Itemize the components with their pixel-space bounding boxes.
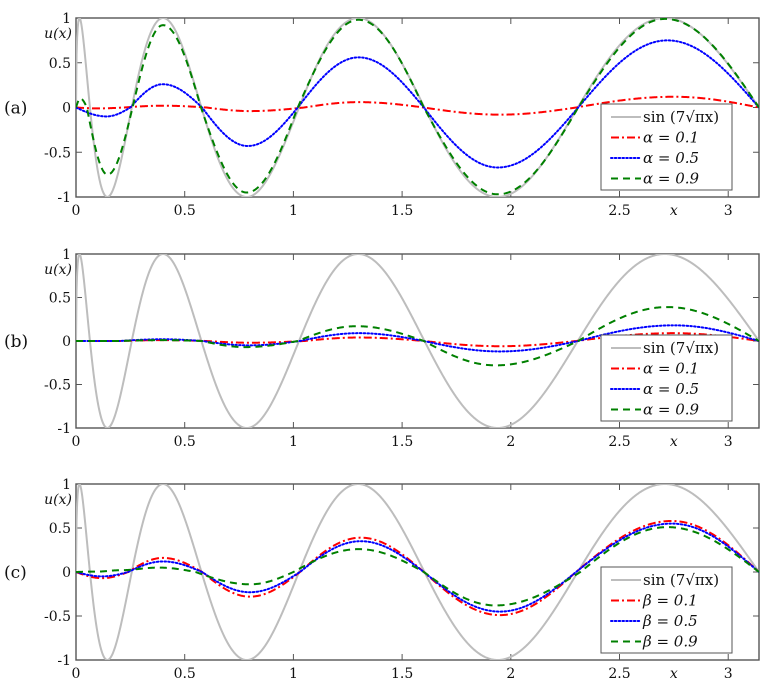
y-tick-label: 0 bbox=[62, 101, 71, 117]
y-tick-label: 1 bbox=[62, 477, 71, 493]
x-tick-label: 2.5 bbox=[608, 666, 630, 682]
reference-sine-line bbox=[76, 254, 759, 428]
x-tick-label: 0 bbox=[72, 434, 81, 450]
y-tick-label: -0.5 bbox=[44, 145, 71, 161]
x-tick-label: 0.5 bbox=[174, 666, 196, 682]
series-line-3 bbox=[76, 306, 759, 367]
plot-area bbox=[76, 254, 759, 428]
x-tick-label: 2 bbox=[506, 203, 515, 219]
legend-box bbox=[600, 103, 733, 191]
panel-label: (b) bbox=[4, 332, 28, 352]
legend: sin (7√πx) β = 0.1 β = 0.5 β = 0.9 bbox=[600, 566, 733, 654]
legend-label: α = 0.9 bbox=[643, 401, 700, 419]
x-tick-label: 3 bbox=[724, 666, 733, 682]
x-axis-label: x bbox=[670, 203, 678, 219]
panel-c: 0 0.5 1 1.5 2 2.5 3 -1 -0.5 0 0.5 1 x u(x) (c) sin (7√π… bbox=[4, 477, 760, 682]
x-axis-label: x bbox=[670, 434, 678, 450]
plot-area bbox=[76, 484, 759, 660]
y-tick-label: -1 bbox=[57, 190, 71, 206]
legend-label: α = 0.1 bbox=[643, 129, 699, 147]
x-tick-label: 0.5 bbox=[174, 434, 196, 450]
x-axis-label: x bbox=[670, 666, 678, 682]
x-tick-label: 3 bbox=[724, 434, 733, 450]
x-tick-label: 2.5 bbox=[608, 434, 630, 450]
series-line-2 bbox=[76, 39, 759, 169]
x-tick-label: 2 bbox=[506, 666, 515, 682]
y-tick-label: 0.5 bbox=[49, 521, 71, 537]
legend-label: sin (7√πx) bbox=[643, 108, 719, 126]
legend: sin (7√πx) α = 0.1 α = 0.5 α = 0.9 bbox=[600, 334, 733, 422]
x-tick-label: 1.5 bbox=[391, 434, 413, 450]
y-tick-label: -0.5 bbox=[44, 609, 71, 625]
series-line-2 bbox=[76, 522, 759, 613]
x-tick-label: 3 bbox=[724, 203, 733, 219]
legend-box bbox=[600, 334, 733, 422]
legend-label: sin (7√πx) bbox=[643, 339, 719, 357]
x-tick-label: 1 bbox=[289, 203, 298, 219]
y-tick-label: 0 bbox=[62, 565, 71, 581]
x-tick-label: 1.5 bbox=[391, 203, 413, 219]
panel-label: (a) bbox=[4, 99, 27, 119]
legend-label: α = 0.5 bbox=[643, 149, 699, 167]
series-line-3 bbox=[76, 526, 759, 607]
x-tick-label: 0 bbox=[72, 203, 81, 219]
y-axis-label: u(x) bbox=[44, 262, 72, 278]
y-axis-label: u(x) bbox=[44, 492, 72, 508]
y-tick-label: 0 bbox=[62, 334, 71, 350]
legend: sin (7√πx) α = 0.1 α = 0.5 α = 0.9 bbox=[600, 103, 733, 191]
series-line-3 bbox=[76, 18, 759, 196]
y-tick-label: 0.5 bbox=[49, 291, 71, 307]
x-tick-label: 0 bbox=[72, 666, 81, 682]
reference-sine-line bbox=[76, 484, 759, 660]
y-tick-label: 0.5 bbox=[49, 56, 71, 72]
y-axis-label: u(x) bbox=[44, 26, 72, 42]
panel-label: (c) bbox=[4, 563, 27, 583]
series-line-1 bbox=[76, 95, 759, 116]
x-tick-label: 1 bbox=[289, 434, 298, 450]
y-tick-label: -1 bbox=[57, 421, 71, 437]
x-tick-label: 0.5 bbox=[174, 203, 196, 219]
legend-label: α = 0.1 bbox=[643, 360, 699, 378]
legend-label: α = 0.9 bbox=[643, 170, 700, 188]
y-tick-label: -0.5 bbox=[44, 378, 71, 394]
legend-label: α = 0.5 bbox=[643, 380, 699, 398]
y-tick-label: 1 bbox=[62, 11, 71, 27]
x-tick-label: 1.5 bbox=[391, 666, 413, 682]
legend-label: β = 0.9 bbox=[642, 633, 698, 651]
x-tick-label: 2.5 bbox=[608, 203, 630, 219]
legend-label: β = 0.1 bbox=[642, 592, 698, 610]
y-tick-label: 1 bbox=[62, 247, 71, 263]
legend-label: sin (7√πx) bbox=[643, 571, 719, 589]
plot-area bbox=[76, 18, 759, 197]
legend-label: β = 0.5 bbox=[642, 612, 698, 630]
panel-b: 0 0.5 1 1.5 2 2.5 3 -1 -0.5 0 0.5 1 x u(x) (b) sin (7√π… bbox=[4, 247, 760, 450]
x-tick-label: 2 bbox=[506, 434, 515, 450]
legend-box bbox=[600, 566, 733, 654]
y-tick-label: -1 bbox=[57, 653, 71, 669]
panel-a: 0 0.5 1 1.5 2 2.5 3 -1 -0.5 0 0.5 1 x u(x) (a) sin (7√π… bbox=[4, 11, 760, 219]
x-tick-label: 1 bbox=[289, 666, 298, 682]
